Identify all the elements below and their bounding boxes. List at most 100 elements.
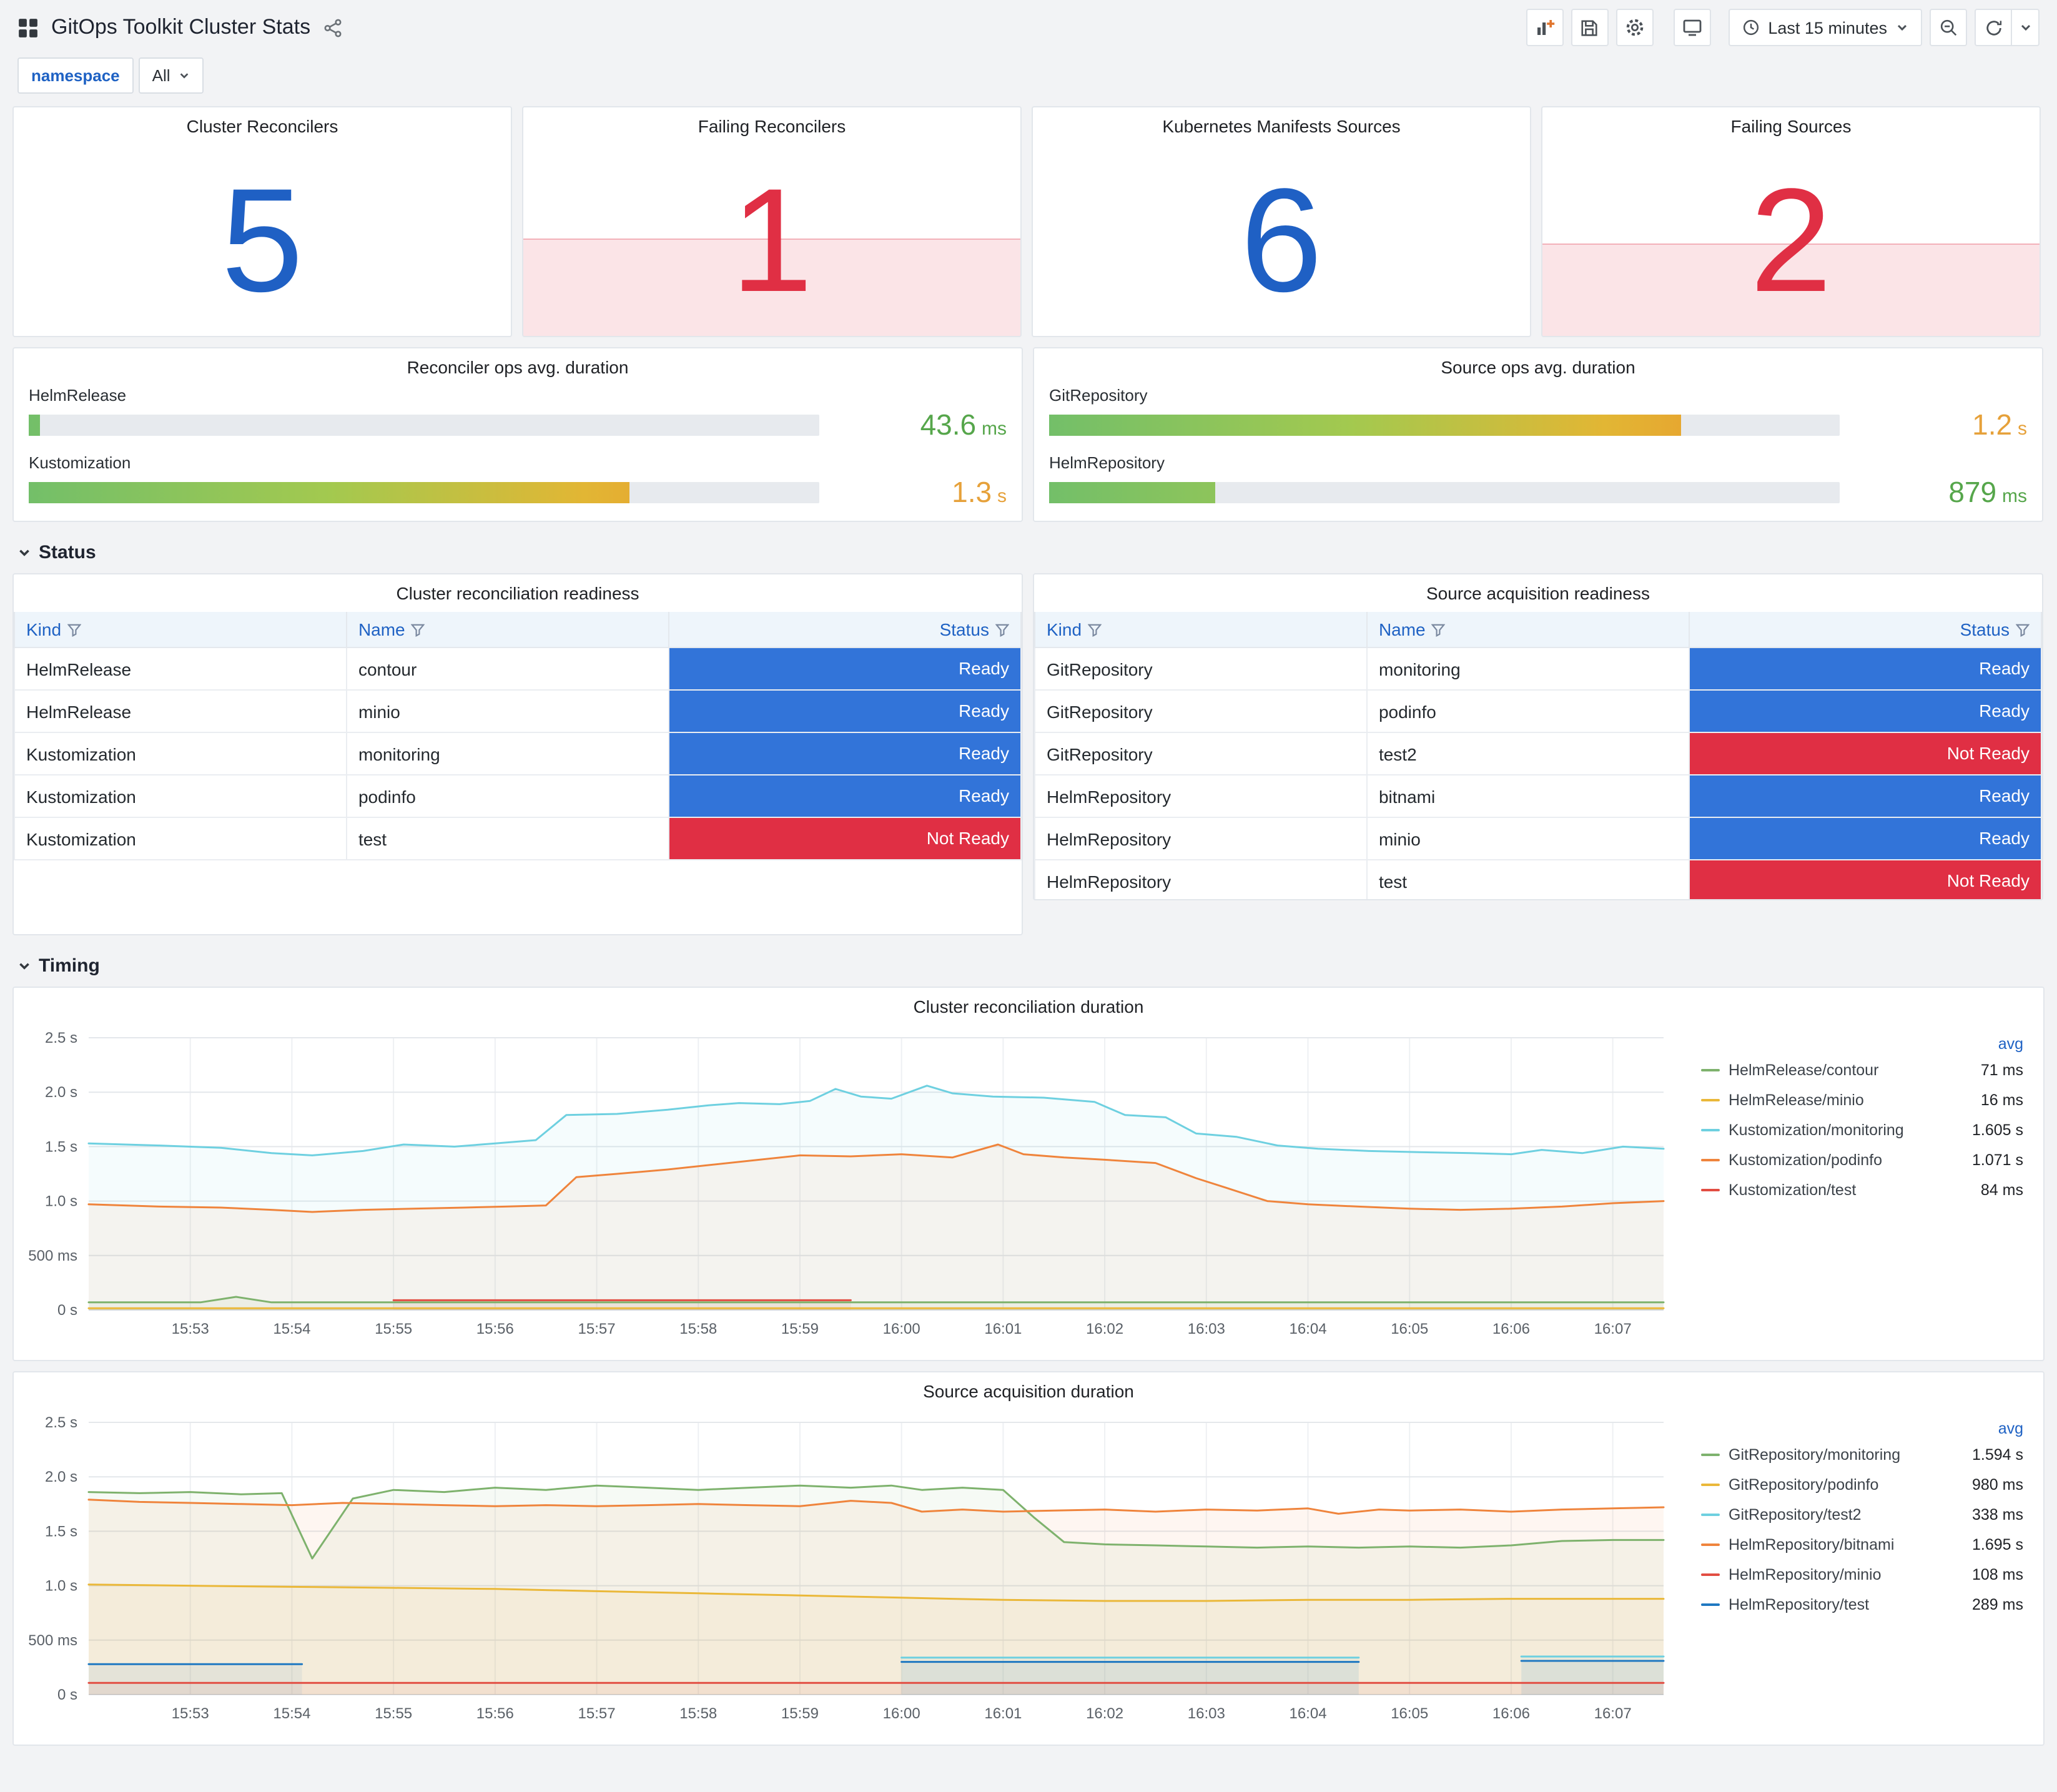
timeseries-plot[interactable]: 0 s 500 ms 1.0 s 1.5 s 2.0 s 2.5 s 15:53 15:54 1…: [16, 1025, 1681, 1342]
column-header-kind[interactable]: Kind: [14, 612, 347, 648]
cell-kind: Kustomization: [14, 732, 347, 775]
legend-series-color: [1701, 1159, 1720, 1161]
legend-item[interactable]: GitRepository/test2 338 ms: [1701, 1500, 2023, 1530]
panel-title[interactable]: Kubernetes Manifests Sources: [1162, 116, 1401, 136]
legend-item[interactable]: HelmRepository/bitnami 1.695 s: [1701, 1530, 2023, 1560]
cell-status: Ready: [1688, 774, 2042, 818]
legend-series-color: [1701, 1099, 1720, 1101]
svg-text:16:01: 16:01: [984, 1321, 1022, 1337]
dashboard-settings-button[interactable]: [1616, 9, 1654, 46]
apps-icon[interactable]: [17, 17, 39, 38]
cell-status: Ready: [668, 689, 1022, 733]
table-row: HelmRepository test Not Ready: [1034, 859, 2042, 899]
legend-item[interactable]: GitRepository/podinfo 980 ms: [1701, 1470, 2023, 1500]
refresh-button[interactable]: [1975, 9, 2012, 46]
legend-item[interactable]: HelmRepository/test 289 ms: [1701, 1590, 2023, 1620]
cell-kind: Kustomization: [14, 817, 347, 860]
column-header-status[interactable]: Status: [668, 612, 1022, 648]
filter-icon[interactable]: [995, 623, 1009, 636]
status-badge: Ready: [1689, 775, 2041, 817]
legend-series-avg: 16 ms: [1980, 1091, 2023, 1109]
column-header-kind[interactable]: Kind: [1034, 612, 1368, 648]
filter-icon[interactable]: [67, 623, 82, 636]
stat-row: Cluster Reconcilers 5 Failing Reconciler…: [0, 106, 2057, 337]
legend-item[interactable]: HelmRelease/contour 71 ms: [1701, 1055, 2023, 1085]
panel-title[interactable]: Failing Reconcilers: [698, 116, 846, 136]
gauge-gitrepository: GitRepository 1.2 s: [1049, 386, 2027, 442]
gear-icon: [1624, 17, 1644, 37]
legend-item[interactable]: HelmRepository/minio 108 ms: [1701, 1560, 2023, 1590]
filter-icon[interactable]: [1431, 623, 1446, 636]
legend-series-name[interactable]: HelmRepository/bitnami: [1729, 1536, 1895, 1553]
panel-title[interactable]: Cluster reconciliation duration: [913, 997, 1144, 1017]
add-panel-button[interactable]: [1526, 9, 1564, 46]
share-alt-icon[interactable]: [323, 18, 342, 37]
refresh-interval-dropdown[interactable]: [2012, 9, 2040, 46]
legend-series-name[interactable]: HelmRepository/minio: [1729, 1566, 1882, 1583]
panel-failing-reconcilers: Failing Reconcilers 1: [522, 106, 1022, 337]
section-timing[interactable]: Timing: [0, 945, 2057, 987]
cell-kind: HelmRelease: [14, 647, 347, 691]
legend-series-name[interactable]: Kustomization/podinfo: [1729, 1151, 1882, 1169]
table-row: HelmRelease contour Ready: [14, 647, 1022, 691]
status-badge: Ready: [1689, 818, 2041, 859]
legend-series-name[interactable]: GitRepository/monitoring: [1729, 1446, 1901, 1464]
legend-series-name[interactable]: HelmRepository/test: [1729, 1596, 1870, 1613]
bar-gauge-track: [29, 415, 819, 436]
legend-series-name[interactable]: Kustomization/test: [1729, 1181, 1857, 1199]
column-header-status[interactable]: Status: [1688, 612, 2042, 648]
legend-item[interactable]: Kustomization/monitoring 1.605 s: [1701, 1115, 2023, 1145]
legend-avg-header[interactable]: avg: [1998, 1035, 2023, 1053]
zoom-out-time-button[interactable]: [1930, 9, 1967, 46]
svg-text:500 ms: 500 ms: [28, 1632, 77, 1649]
variable-namespace-value[interactable]: All: [138, 57, 204, 94]
legend-avg-header[interactable]: avg: [1998, 1420, 2023, 1437]
legend-item[interactable]: Kustomization/podinfo 1.071 s: [1701, 1145, 2023, 1175]
tv-mode-button[interactable]: [1673, 9, 1711, 46]
section-title: Status: [39, 542, 96, 563]
panel-title[interactable]: Failing Sources: [1730, 116, 1852, 136]
section-title: Timing: [39, 955, 100, 977]
filter-icon[interactable]: [2016, 623, 2030, 636]
svg-text:15:55: 15:55: [375, 1705, 412, 1722]
cell-status: Ready: [1688, 647, 2042, 691]
legend-series-name[interactable]: GitRepository/podinfo: [1729, 1476, 1879, 1494]
legend-item[interactable]: HelmRelease/minio 16 ms: [1701, 1085, 2023, 1115]
legend-series-avg: 1.695 s: [1971, 1536, 2023, 1553]
column-header-name[interactable]: Name: [1366, 612, 1690, 648]
svg-text:15:58: 15:58: [679, 1705, 717, 1722]
gauge-label: GitRepository: [1049, 386, 1148, 405]
legend-series-color: [1701, 1189, 1720, 1191]
table-row: Kustomization monitoring Ready: [14, 732, 1022, 775]
legend-item[interactable]: Kustomization/test 84 ms: [1701, 1175, 2023, 1205]
gauge-helmrepository: HelmRepository 879 ms: [1049, 453, 2027, 510]
svg-text:1.0 s: 1.0 s: [45, 1193, 77, 1210]
svg-text:2.5 s: 2.5 s: [45, 1030, 77, 1046]
filter-icon[interactable]: [1088, 623, 1102, 636]
legend-series-name[interactable]: Kustomization/monitoring: [1729, 1121, 1904, 1139]
legend-series-avg: 1.605 s: [1971, 1121, 2023, 1139]
legend-item[interactable]: GitRepository/monitoring 1.594 s: [1701, 1440, 2023, 1470]
legend-series-name[interactable]: HelmRelease/contour: [1729, 1061, 1879, 1079]
svg-text:1.5 s: 1.5 s: [45, 1523, 77, 1540]
legend-series-name[interactable]: GitRepository/test2: [1729, 1506, 1862, 1524]
svg-text:16:07: 16:07: [1594, 1321, 1632, 1337]
svg-text:15:59: 15:59: [781, 1705, 819, 1722]
time-range-picker[interactable]: Last 15 minutes: [1728, 9, 1922, 46]
legend-series-name[interactable]: HelmRelease/minio: [1729, 1091, 1864, 1109]
panel-title[interactable]: Source acquisition readiness: [1426, 583, 1650, 603]
save-dashboard-button[interactable]: [1571, 9, 1609, 46]
filter-icon[interactable]: [411, 623, 425, 636]
gauge-value: 1.2 s: [1972, 408, 2027, 441]
panel-title[interactable]: Cluster reconciliation readiness: [396, 583, 639, 603]
timeseries-plot[interactable]: 0 s 500 ms 1.0 s 1.5 s 2.0 s 2.5 s 15:53 15:54 1…: [16, 1410, 1681, 1727]
cell-name: monitoring: [1366, 647, 1690, 691]
legend-series-color: [1701, 1454, 1720, 1456]
variable-namespace-label[interactable]: namespace: [17, 57, 134, 94]
panel-title[interactable]: Source acquisition duration: [923, 1381, 1134, 1401]
panel-title[interactable]: Reconciler ops avg. duration: [407, 357, 629, 377]
panel-title[interactable]: Cluster Reconcilers: [186, 116, 338, 136]
section-status[interactable]: Status: [0, 532, 2057, 573]
column-header-name[interactable]: Name: [345, 612, 669, 648]
panel-title[interactable]: Source ops avg. duration: [1441, 357, 1635, 377]
